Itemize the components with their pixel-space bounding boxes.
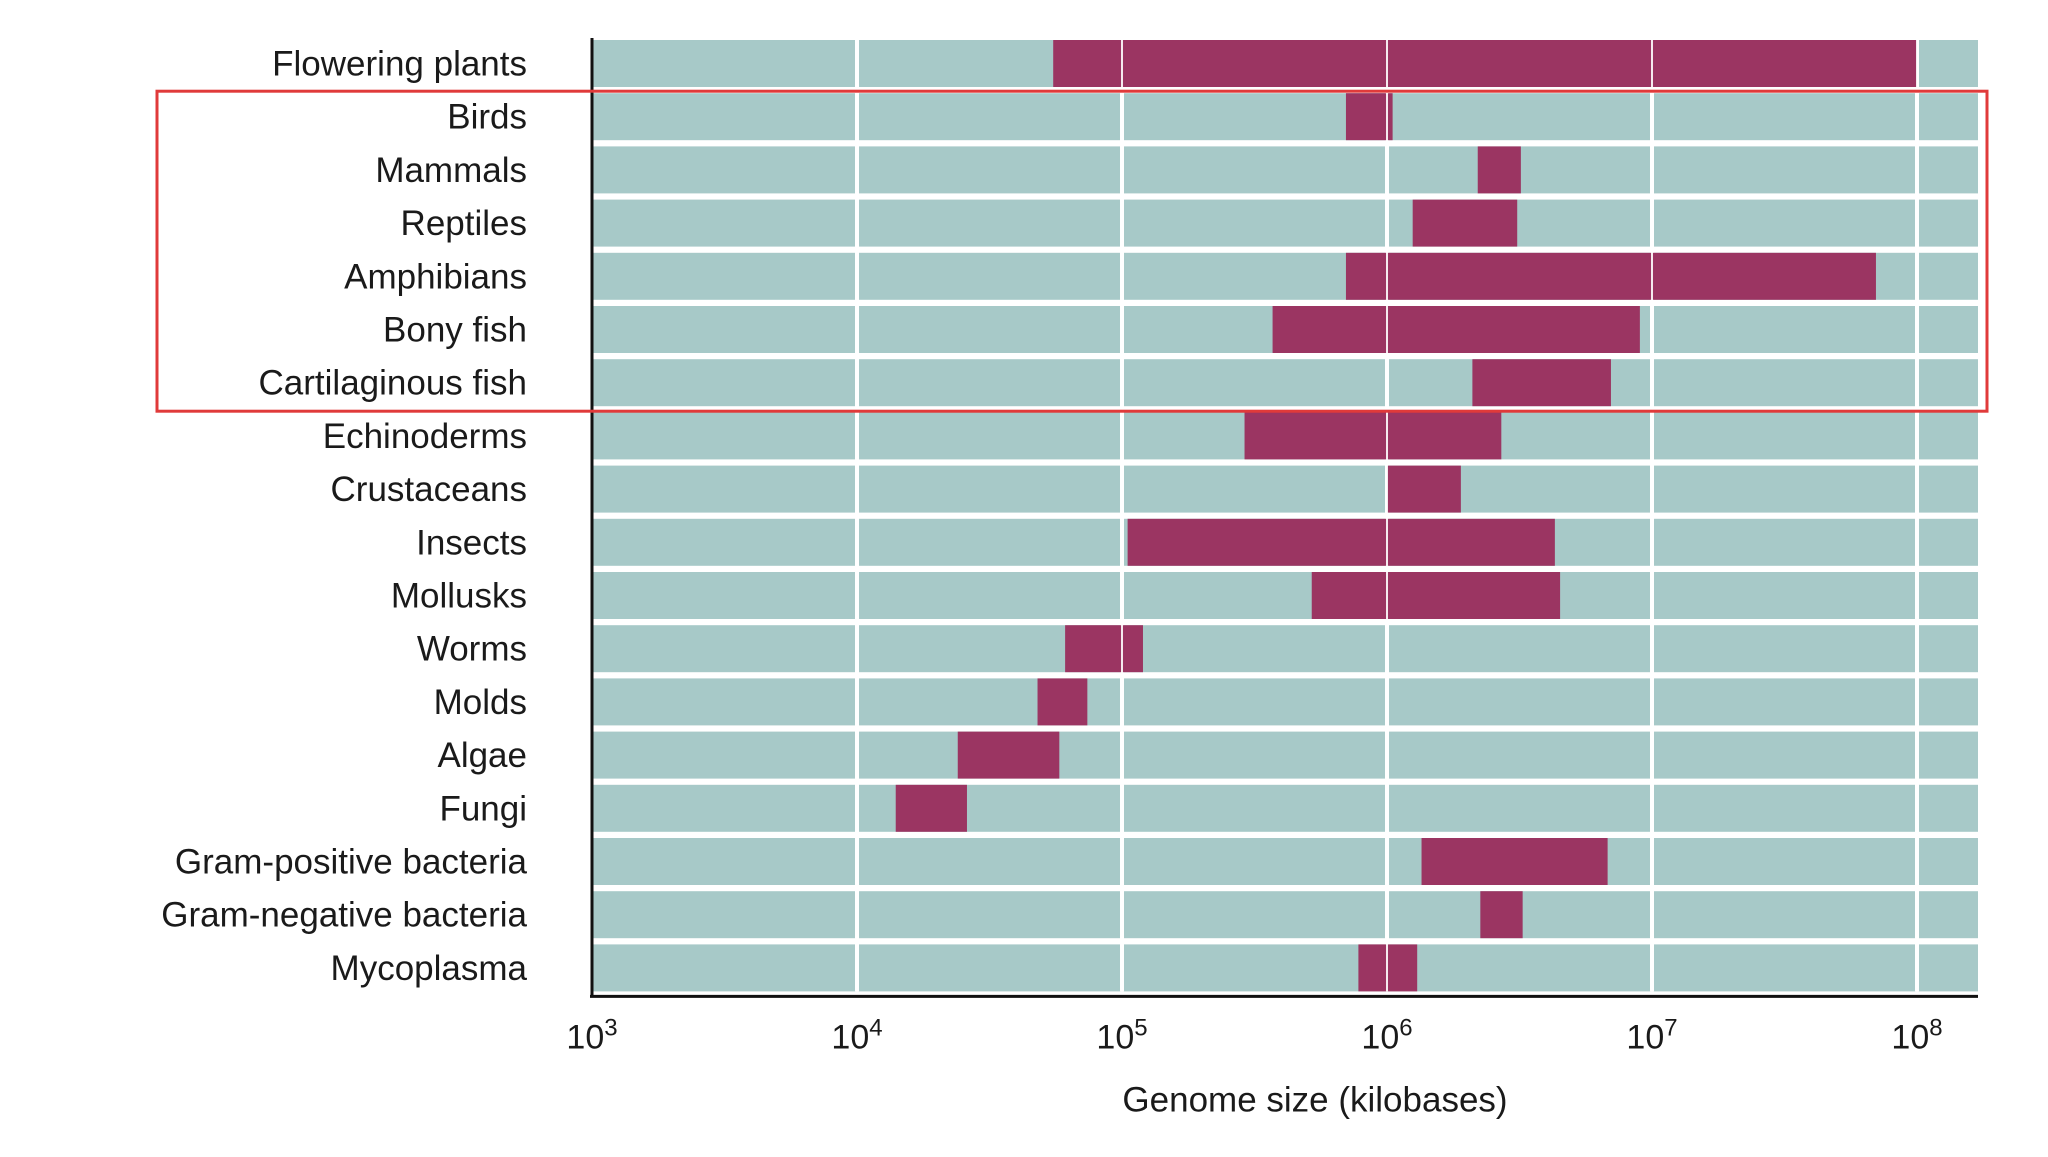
category-label: Cartilaginous fish bbox=[259, 364, 527, 403]
row-band bbox=[592, 93, 1978, 141]
range-bar bbox=[1053, 40, 1917, 87]
category-label: Mollusks bbox=[391, 577, 527, 616]
range-bar bbox=[1472, 359, 1611, 407]
row-band bbox=[592, 572, 1978, 619]
category-label: Gram-negative bacteria bbox=[161, 896, 527, 935]
range-bar bbox=[1480, 891, 1523, 939]
category-label: Reptiles bbox=[401, 204, 527, 243]
category-label: Molds bbox=[434, 683, 527, 722]
row-band bbox=[592, 784, 1978, 832]
category-label: Gram-positive bacteria bbox=[175, 843, 528, 882]
highlight-box bbox=[155, 89, 1989, 413]
row-band bbox=[592, 838, 1978, 885]
range-bar bbox=[1244, 412, 1502, 460]
row-band bbox=[592, 199, 1978, 247]
x-tick-label: 107 bbox=[1626, 1014, 1677, 1056]
range-bar bbox=[1127, 518, 1555, 566]
row-band bbox=[592, 359, 1978, 407]
range-bar bbox=[1387, 465, 1461, 513]
row-band bbox=[592, 731, 1978, 779]
category-label: Mycoplasma bbox=[331, 949, 528, 988]
row-band bbox=[592, 891, 1978, 939]
range-bar bbox=[1272, 306, 1640, 353]
x-axis-title: Genome size (kilobases) bbox=[1122, 1080, 1507, 1119]
x-tick-label: 108 bbox=[1891, 1014, 1942, 1056]
range-bar bbox=[1477, 146, 1521, 194]
category-label: Algae bbox=[437, 736, 527, 775]
range-bar bbox=[1412, 199, 1518, 247]
category-label: Echinoderms bbox=[323, 417, 527, 456]
range-bar bbox=[1345, 252, 1876, 300]
row-band bbox=[592, 678, 1978, 726]
x-tick-label: 105 bbox=[1096, 1014, 1147, 1056]
category-label: Insects bbox=[416, 523, 527, 562]
category-label: Worms bbox=[417, 630, 527, 669]
category-label: Amphibians bbox=[344, 257, 527, 296]
row-band bbox=[592, 465, 1978, 513]
x-tick-label: 104 bbox=[831, 1014, 882, 1056]
category-label: Fungi bbox=[439, 789, 527, 828]
range-bar bbox=[1037, 678, 1088, 726]
x-tick-label: 106 bbox=[1361, 1014, 1412, 1056]
range-bar bbox=[957, 731, 1060, 779]
category-label: Birds bbox=[447, 98, 527, 137]
x-tick-label: 103 bbox=[566, 1014, 617, 1056]
category-label: Flowering plants bbox=[272, 45, 527, 84]
range-bar bbox=[1421, 838, 1608, 885]
row-band bbox=[592, 944, 1978, 992]
range-bar bbox=[895, 784, 967, 832]
range-bar bbox=[1345, 93, 1393, 141]
category-label: Bony fish bbox=[383, 311, 527, 350]
row-band bbox=[592, 146, 1978, 194]
category-label: Mammals bbox=[375, 151, 527, 190]
range-bar bbox=[1311, 572, 1561, 619]
category-label: Crustaceans bbox=[331, 470, 527, 509]
row-band bbox=[592, 625, 1978, 673]
range-bar bbox=[1065, 625, 1143, 673]
